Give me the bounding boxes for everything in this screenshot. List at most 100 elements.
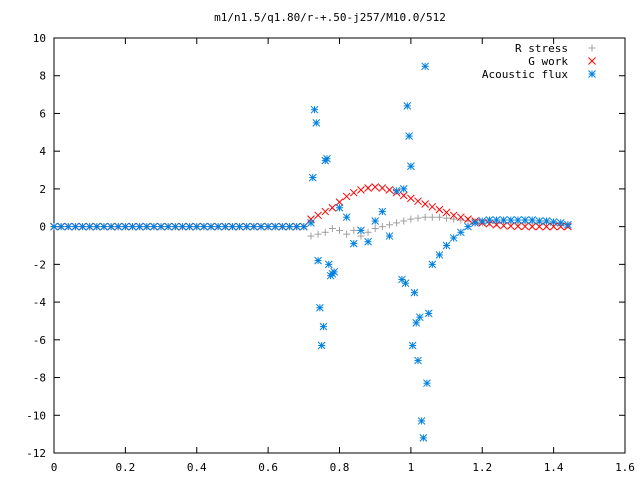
data-point	[414, 214, 422, 222]
data-point	[371, 225, 379, 233]
x-tick-label: 0.8	[330, 461, 350, 474]
x-tick-label: 0.2	[115, 461, 135, 474]
data-point	[100, 222, 108, 231]
data-point	[349, 239, 358, 248]
legend-label: G work	[528, 55, 568, 68]
data-point	[435, 251, 444, 259]
data-point	[378, 184, 387, 192]
y-tick-label: -12	[26, 447, 46, 460]
data-point	[528, 216, 537, 224]
data-point	[178, 222, 187, 231]
data-point	[57, 222, 65, 231]
data-point	[342, 192, 351, 201]
data-point	[164, 222, 173, 231]
y-tick-label: -6	[33, 334, 46, 347]
data-point	[314, 256, 322, 265]
data-point	[499, 221, 508, 230]
y-tick-label: 6	[39, 107, 46, 120]
data-point	[364, 228, 372, 236]
x-tick-label: 0.6	[258, 461, 278, 474]
data-point	[449, 211, 458, 220]
data-point	[324, 260, 333, 269]
data-point	[514, 216, 522, 224]
data-point	[308, 173, 317, 182]
data-point	[221, 222, 230, 231]
y-tick-label: -10	[26, 409, 46, 422]
data-point	[336, 226, 343, 234]
data-point	[535, 222, 544, 231]
data-point	[64, 222, 73, 231]
data-point	[499, 216, 508, 224]
data-point	[442, 208, 451, 217]
data-point	[321, 228, 329, 236]
data-point	[249, 222, 258, 231]
data-point	[235, 222, 244, 231]
y-tick-label: 8	[39, 70, 46, 83]
data-point	[350, 226, 358, 234]
data-point	[128, 222, 137, 231]
data-point	[378, 223, 386, 231]
data-point	[364, 184, 372, 192]
data-point	[478, 217, 487, 225]
data-point	[142, 222, 151, 231]
data-point	[185, 222, 194, 231]
data-point	[207, 222, 215, 231]
data-point	[414, 197, 422, 206]
data-point	[435, 205, 444, 214]
data-point	[428, 202, 437, 211]
data-point	[556, 222, 565, 231]
data-point	[71, 222, 80, 231]
chart-title: m1/n1.5/q1.80/r-+.50-j257/M10.0/512	[214, 11, 446, 24]
data-point	[421, 213, 429, 221]
data-point	[321, 207, 330, 216]
data-point	[292, 222, 301, 231]
data-point	[314, 230, 322, 238]
data-point	[319, 322, 328, 331]
data-point	[535, 217, 544, 225]
data-point	[485, 216, 494, 224]
data-point	[92, 222, 101, 231]
data-point	[564, 220, 572, 229]
data-point	[407, 194, 415, 203]
data-point	[328, 225, 336, 233]
x-tick-label: 1.6	[615, 461, 635, 474]
data-point	[242, 222, 251, 231]
data-point	[378, 207, 387, 216]
data-point	[107, 222, 115, 231]
data-point	[314, 211, 322, 220]
data-point	[364, 237, 372, 246]
data-point	[400, 217, 408, 225]
data-point	[521, 222, 529, 231]
data-point	[150, 222, 158, 231]
data-point	[371, 183, 380, 191]
axes: 0 0.2 0.4 0.6 0.8 1 1.2 1.4 1.6 10 8 6 4 2 0 -2 -4 -6 -8 -1…	[26, 32, 635, 474]
data-point	[278, 222, 287, 231]
data-point	[442, 241, 451, 250]
y-tick-label: 2	[39, 183, 46, 196]
data-point	[307, 219, 315, 227]
data-point	[528, 222, 537, 231]
data-point	[328, 203, 337, 212]
data-point	[335, 198, 344, 206]
data-point	[410, 288, 419, 297]
data-point	[385, 232, 394, 240]
y-tick-label: -4	[33, 296, 47, 309]
data-point	[428, 213, 436, 221]
legend-label: Acoustic flux	[482, 68, 568, 81]
data-point	[423, 379, 431, 388]
data-point	[371, 217, 380, 225]
legend-marker	[588, 57, 596, 65]
y-tick-label: -2	[33, 258, 46, 271]
data-point	[307, 215, 315, 223]
data-point	[556, 219, 565, 227]
data-point	[392, 186, 401, 195]
x-tick-label: 1.2	[472, 461, 492, 474]
x-tick-label: 1.4	[544, 461, 564, 474]
data-point	[228, 222, 237, 231]
data-point	[121, 222, 130, 231]
data-point	[385, 185, 394, 194]
data-point	[449, 234, 458, 242]
